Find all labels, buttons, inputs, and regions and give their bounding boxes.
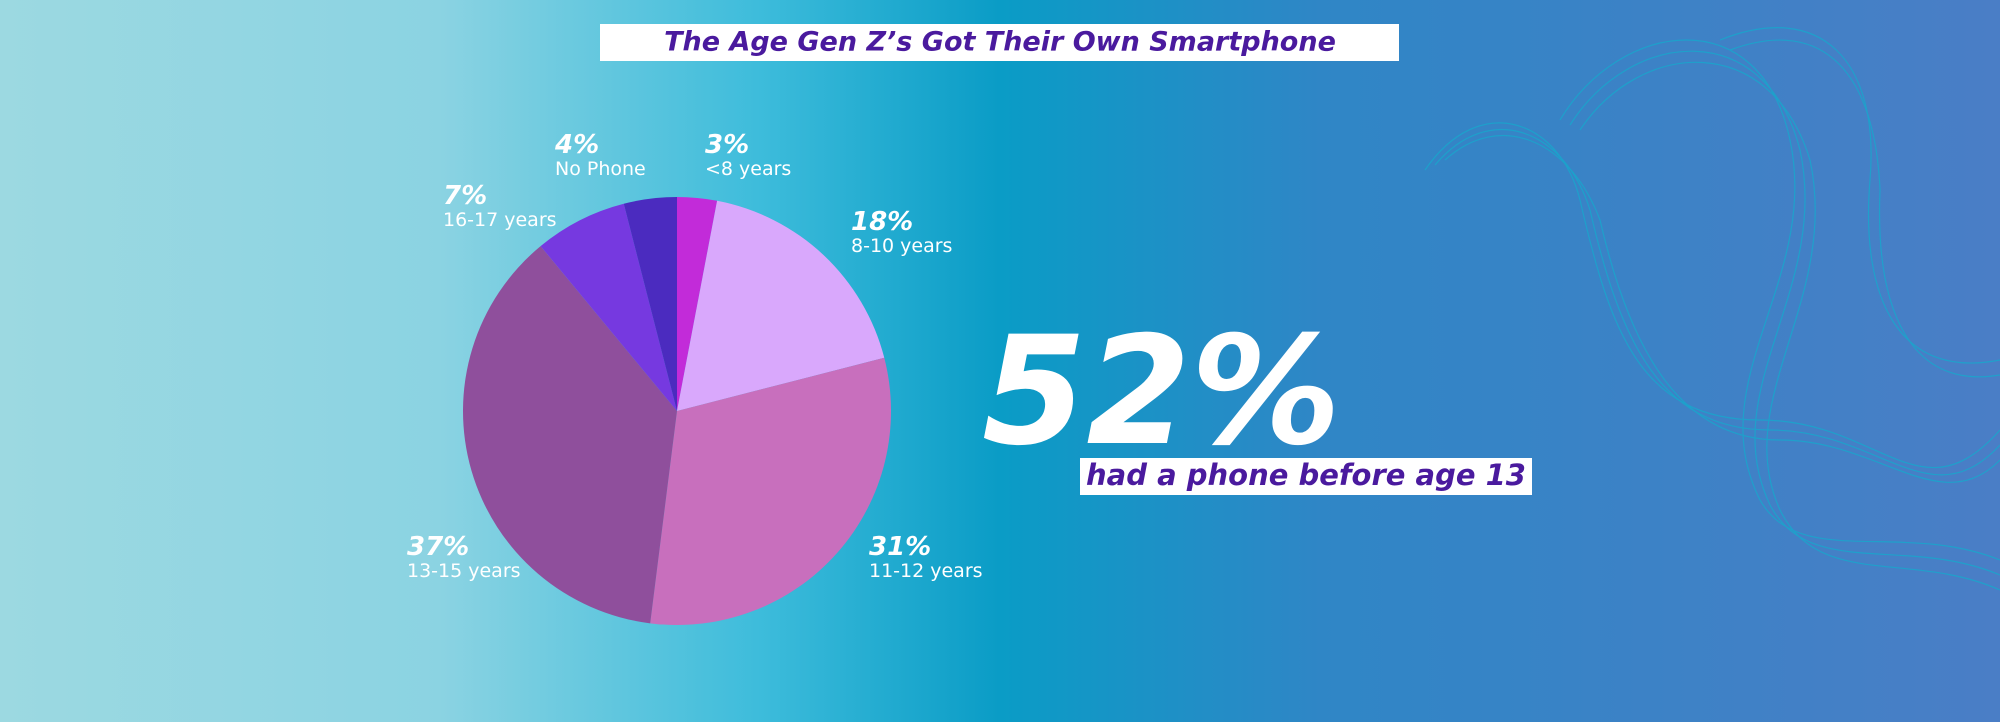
- slice-category-label: 8-10 years: [851, 235, 952, 257]
- title-box: [600, 24, 1399, 61]
- slice-value-label: 31%: [869, 532, 931, 562]
- chart-title: The Age Gen Z’s Got Their Own Smartphone: [664, 27, 1336, 58]
- pie-slice: [677, 197, 718, 411]
- highlight-caption: had a phone before age 13: [1086, 458, 1526, 492]
- slice-value-label: 18%: [851, 207, 913, 237]
- pie-slice: [540, 203, 677, 411]
- pie-slice: [677, 200, 885, 411]
- pie: 3%<8 years 18%8-10 years 31%11-12 years 37%…: [407, 130, 983, 625]
- slice-category-label: <8 years: [705, 158, 791, 180]
- slice-value-label: 7%: [443, 181, 487, 211]
- pie-slice: [650, 357, 891, 625]
- slice-category-label: 11-12 years: [869, 560, 983, 582]
- slice-value-label: 3%: [705, 130, 749, 160]
- highlight-number: 52%: [982, 305, 1341, 479]
- slice-category-label: No Phone: [555, 158, 646, 180]
- slice-value-label: 4%: [554, 130, 599, 160]
- caption-box: [1080, 458, 1532, 495]
- wave-decoration: [1424, 27, 2000, 591]
- pie-slice: [462, 246, 677, 624]
- slice-category-label: 13-15 years: [407, 560, 521, 582]
- pie-slice: [623, 197, 677, 411]
- slice-value-label: 37%: [407, 532, 469, 562]
- slice-category-label: 16-17 years: [443, 209, 557, 231]
